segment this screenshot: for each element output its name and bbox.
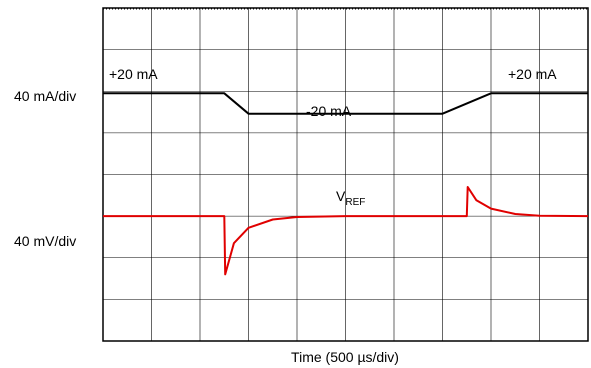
traces	[103, 92, 589, 276]
current-low-label: -20 mA	[306, 103, 352, 119]
current-high-label-right: +20 mA	[508, 66, 557, 82]
vref-label-main: V	[336, 188, 346, 204]
current-high-label-left: +20 mA	[109, 66, 158, 82]
graticule-grid	[103, 8, 588, 341]
vref-trace	[103, 186, 589, 276]
x-axis-label: Time (500 µs/div)	[291, 349, 399, 365]
vref-label-subscript: REF	[345, 197, 365, 208]
current-trace	[103, 92, 588, 115]
ch2-scale-label: 40 mV/div	[14, 233, 76, 249]
plot-frame	[102, 7, 589, 342]
ch1-scale-label: 40 mA/div	[14, 88, 76, 104]
vref-label: VREF	[336, 188, 365, 208]
